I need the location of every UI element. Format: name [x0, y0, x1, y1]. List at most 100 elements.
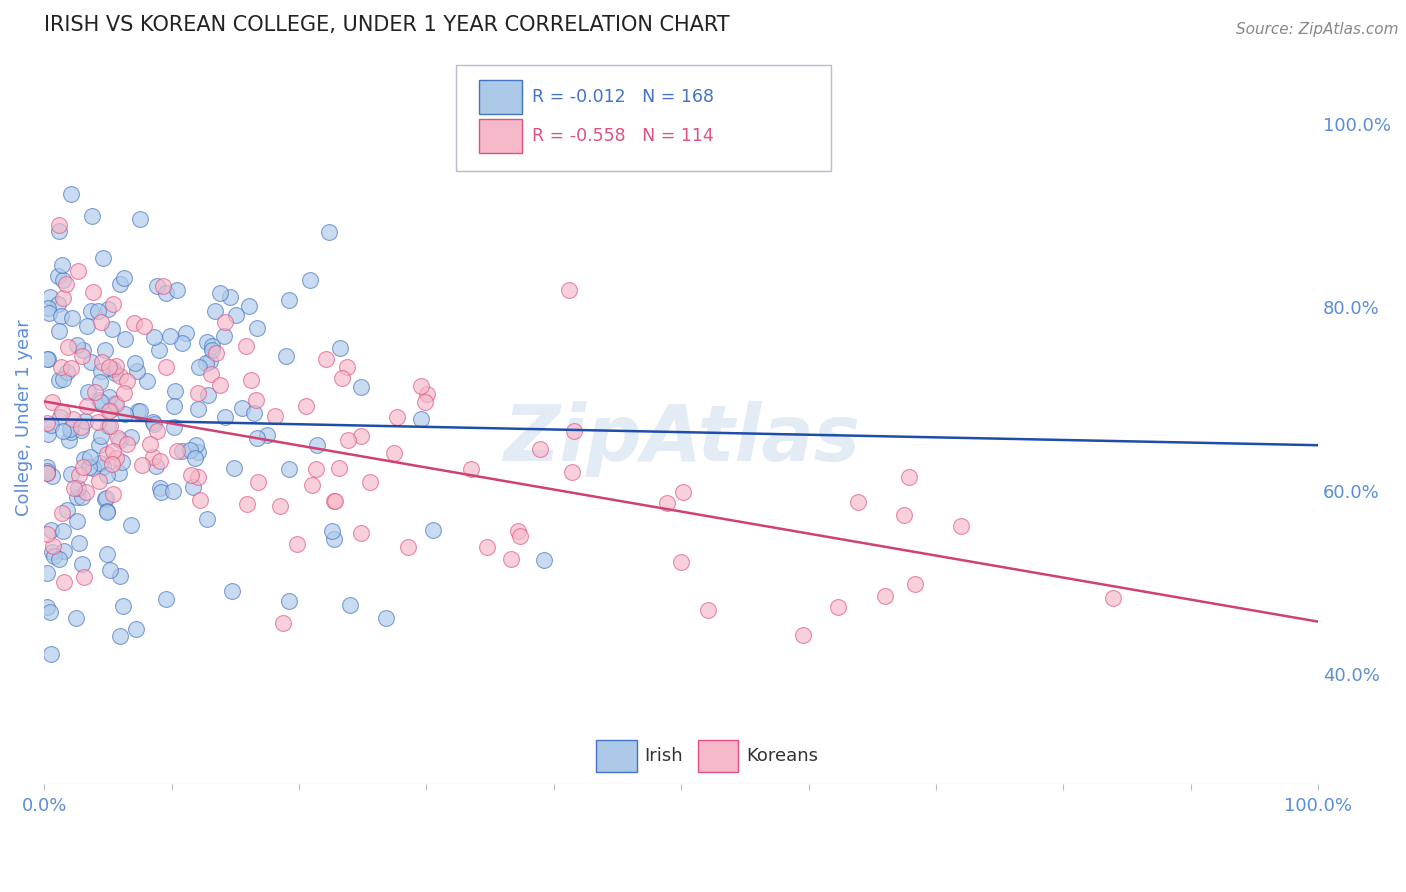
- Point: [52, 372, 75, 386]
- Point: [792, 628, 814, 642]
- Point: [162, 420, 184, 434]
- Point: [55, 365, 77, 379]
- Point: [104, 366, 127, 380]
- Point: [93, 343, 115, 357]
- Point: [318, 225, 340, 239]
- Point: [49, 310, 72, 324]
- Point: [672, 484, 695, 499]
- Point: [256, 428, 278, 442]
- Point: [37, 427, 59, 442]
- Point: [200, 368, 222, 382]
- Point: [112, 271, 135, 285]
- Point: [115, 374, 138, 388]
- Point: [350, 380, 373, 394]
- Point: [243, 406, 266, 420]
- Point: [179, 442, 201, 457]
- Point: [48, 224, 70, 238]
- Point: [382, 445, 405, 459]
- Point: [533, 553, 555, 567]
- Point: [108, 277, 131, 291]
- Point: [149, 454, 172, 468]
- Point: [56, 502, 79, 516]
- Point: [413, 394, 436, 409]
- Point: [155, 285, 177, 300]
- Point: [330, 371, 353, 385]
- Point: [212, 329, 235, 343]
- Point: [197, 388, 219, 402]
- Point: [96, 419, 118, 434]
- Point: [174, 326, 197, 341]
- Point: [75, 485, 97, 500]
- Text: Irish: Irish: [644, 747, 683, 765]
- Point: [35, 352, 58, 367]
- Point: [59, 361, 82, 376]
- Point: [35, 566, 58, 581]
- Point: [562, 425, 585, 439]
- Point: [66, 515, 89, 529]
- Point: [96, 447, 118, 461]
- Point: [235, 497, 257, 511]
- Point: [49, 409, 72, 424]
- Point: [55, 277, 77, 291]
- Point: [51, 524, 73, 539]
- Point: [87, 392, 110, 407]
- Point: [205, 345, 228, 359]
- Point: [51, 258, 73, 272]
- Point: [52, 273, 75, 287]
- Point: [277, 293, 299, 307]
- Point: [66, 264, 89, 278]
- Point: [187, 444, 209, 458]
- Point: [152, 279, 174, 293]
- Point: [53, 574, 76, 589]
- Point: [294, 399, 316, 413]
- Point: [146, 278, 169, 293]
- Point: [299, 273, 322, 287]
- Point: [101, 361, 124, 376]
- Point: [96, 547, 118, 561]
- Point: [166, 283, 188, 297]
- Point: [58, 434, 80, 448]
- Point: [108, 569, 131, 583]
- Point: [98, 402, 121, 417]
- Point: [328, 460, 350, 475]
- Point: [204, 304, 226, 318]
- Point: [38, 305, 60, 319]
- Point: [142, 330, 165, 344]
- Point: [35, 467, 58, 481]
- Point: [166, 443, 188, 458]
- Point: [66, 481, 89, 495]
- Point: [246, 321, 269, 335]
- Point: [114, 332, 136, 346]
- Point: [87, 438, 110, 452]
- Point: [72, 343, 94, 358]
- Point: [350, 525, 373, 540]
- Point: [285, 536, 308, 550]
- Point: [94, 491, 117, 506]
- Point: [188, 493, 211, 508]
- Point: [162, 400, 184, 414]
- Point: [77, 459, 100, 474]
- Text: R = -0.558   N = 114: R = -0.558 N = 114: [531, 128, 714, 145]
- Point: [89, 475, 111, 489]
- Point: [827, 599, 849, 614]
- Point: [37, 351, 59, 366]
- Point: [76, 400, 98, 414]
- Point: [114, 407, 136, 421]
- Point: [108, 433, 131, 447]
- Point: [87, 415, 110, 429]
- Point: [187, 402, 209, 417]
- Point: [323, 494, 346, 508]
- Point: [65, 610, 87, 624]
- Point: [150, 484, 173, 499]
- Point: [35, 526, 58, 541]
- Point: [225, 308, 247, 322]
- Point: [195, 334, 218, 349]
- Point: [89, 456, 111, 470]
- Point: [41, 469, 63, 483]
- Point: [155, 592, 177, 607]
- Point: [96, 467, 118, 482]
- Point: [70, 349, 93, 363]
- Point: [181, 480, 204, 494]
- Point: [53, 544, 76, 558]
- Point: [42, 540, 65, 554]
